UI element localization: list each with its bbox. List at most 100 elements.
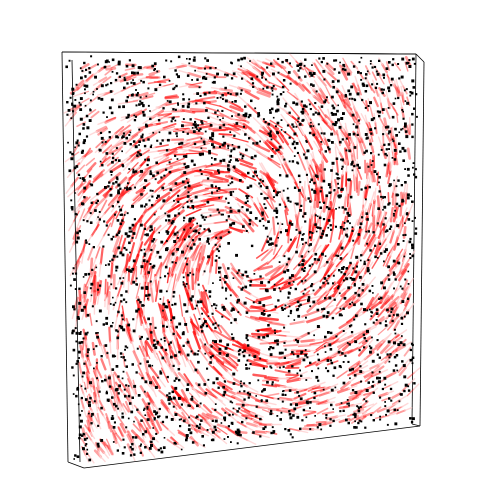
- tracer-particle: [221, 286, 224, 289]
- tracer-particle: [229, 400, 232, 403]
- flow-streak: [245, 296, 259, 305]
- tracer-particle: [105, 322, 108, 325]
- tracer-particle: [297, 314, 301, 318]
- tracer-particle: [112, 182, 115, 185]
- tracer-particle: [181, 250, 184, 254]
- tracer-particle: [269, 237, 273, 241]
- tracer-particle: [215, 304, 218, 307]
- tracer-particle: [327, 138, 330, 142]
- tracer-particle: [122, 370, 125, 373]
- flow-streak: [265, 171, 276, 187]
- flow-streak: [145, 429, 154, 439]
- tracer-particle: [129, 270, 133, 273]
- tracer-particle: [346, 227, 349, 230]
- tracer-particle: [379, 418, 382, 421]
- tracer-particle: [151, 195, 154, 198]
- flow-streak-tail: [75, 220, 81, 232]
- tracer-particle: [149, 229, 152, 232]
- tracer-particle: [95, 201, 98, 205]
- tracer-particle: [282, 79, 286, 82]
- flow-streak: [210, 112, 224, 118]
- flow-streak: [302, 270, 318, 285]
- tracer-particle: [317, 226, 320, 229]
- tracer-particle: [406, 193, 410, 197]
- flow-streak-tail: [92, 70, 100, 77]
- tracer-particle: [309, 236, 312, 239]
- tracer-particle: [160, 176, 163, 179]
- tracer-particle: [311, 283, 314, 285]
- flow-streak-tail: [179, 101, 190, 105]
- tracer-particle: [149, 145, 152, 148]
- tracer-particle: [322, 281, 325, 285]
- tracer-particle: [327, 146, 330, 149]
- flow-streak: [356, 331, 370, 341]
- tracer-particle: [225, 289, 227, 292]
- flow-streak-tail: [205, 393, 216, 404]
- flow-streak-tail: [236, 296, 247, 308]
- tracer-particle: [232, 372, 236, 376]
- tracer-particle: [261, 180, 264, 183]
- flow-streak: [397, 215, 405, 229]
- flow-streak-tail: [249, 277, 262, 285]
- tracer-particle: [399, 393, 402, 396]
- flow-streak: [151, 422, 160, 435]
- flow-streak: [140, 95, 154, 100]
- flow-streak-tail: [222, 121, 235, 126]
- tracer-particle: [109, 170, 113, 173]
- tracer-particle: [68, 59, 71, 62]
- flow-streak: [399, 201, 403, 217]
- flow-streak: [257, 87, 272, 95]
- flow-streak: [250, 305, 268, 312]
- tracer-particle: [205, 216, 207, 219]
- tracer-particle: [252, 175, 255, 178]
- flow-streak: [77, 302, 82, 317]
- flow-streak: [189, 435, 199, 447]
- tracer-particle: [84, 273, 87, 276]
- flow-streak: [357, 180, 361, 196]
- tracer-particle: [66, 101, 69, 104]
- tracer-particle: [358, 61, 361, 64]
- flow-streak-tail: [347, 385, 358, 390]
- tracer-particle: [191, 395, 194, 398]
- tracer-particle: [239, 153, 242, 156]
- tracer-particle: [144, 446, 147, 449]
- tracer-particle: [121, 164, 124, 167]
- tracer-particle: [296, 64, 299, 67]
- flow-streak: [354, 266, 365, 281]
- flow-streak: [304, 423, 316, 428]
- flow-streak-tail: [103, 146, 114, 153]
- tracer-particle: [244, 133, 247, 136]
- flow-streak: [347, 346, 360, 355]
- flow-streak: [394, 62, 402, 72]
- flow-streak-tail: [81, 297, 85, 310]
- tracer-particle: [337, 187, 340, 190]
- flow-streak: [332, 239, 344, 258]
- tracer-particle: [243, 390, 246, 393]
- flow-streak: [129, 149, 141, 158]
- flow-streak: [184, 271, 190, 291]
- flow-streak-tail: [258, 162, 268, 177]
- flow-streak-tail: [151, 350, 159, 361]
- tracer-particle: [194, 307, 197, 310]
- flow-streak-tail: [373, 187, 377, 202]
- tracer-particle: [100, 439, 104, 442]
- tracer-particle: [333, 59, 336, 62]
- tracer-particle: [334, 59, 338, 62]
- tracer-particle: [83, 291, 87, 294]
- flow-streak: [351, 82, 360, 92]
- tracer-particle: [185, 388, 189, 392]
- flow-streak: [231, 136, 249, 143]
- tracer-particle: [339, 61, 341, 64]
- flow-streak: [303, 134, 314, 151]
- tracer-particle: [125, 248, 128, 251]
- tracer-particle: [78, 357, 80, 359]
- flow-streak: [85, 431, 93, 442]
- flow-streak: [159, 421, 170, 431]
- tracer-particle: [365, 149, 368, 153]
- tracer-particle: [339, 140, 342, 144]
- tracer-particle: [140, 286, 144, 290]
- flow-streak-tail: [318, 171, 321, 189]
- tracer-particle: [112, 441, 115, 443]
- tracer-particle: [314, 223, 317, 226]
- flow-streak: [321, 118, 333, 131]
